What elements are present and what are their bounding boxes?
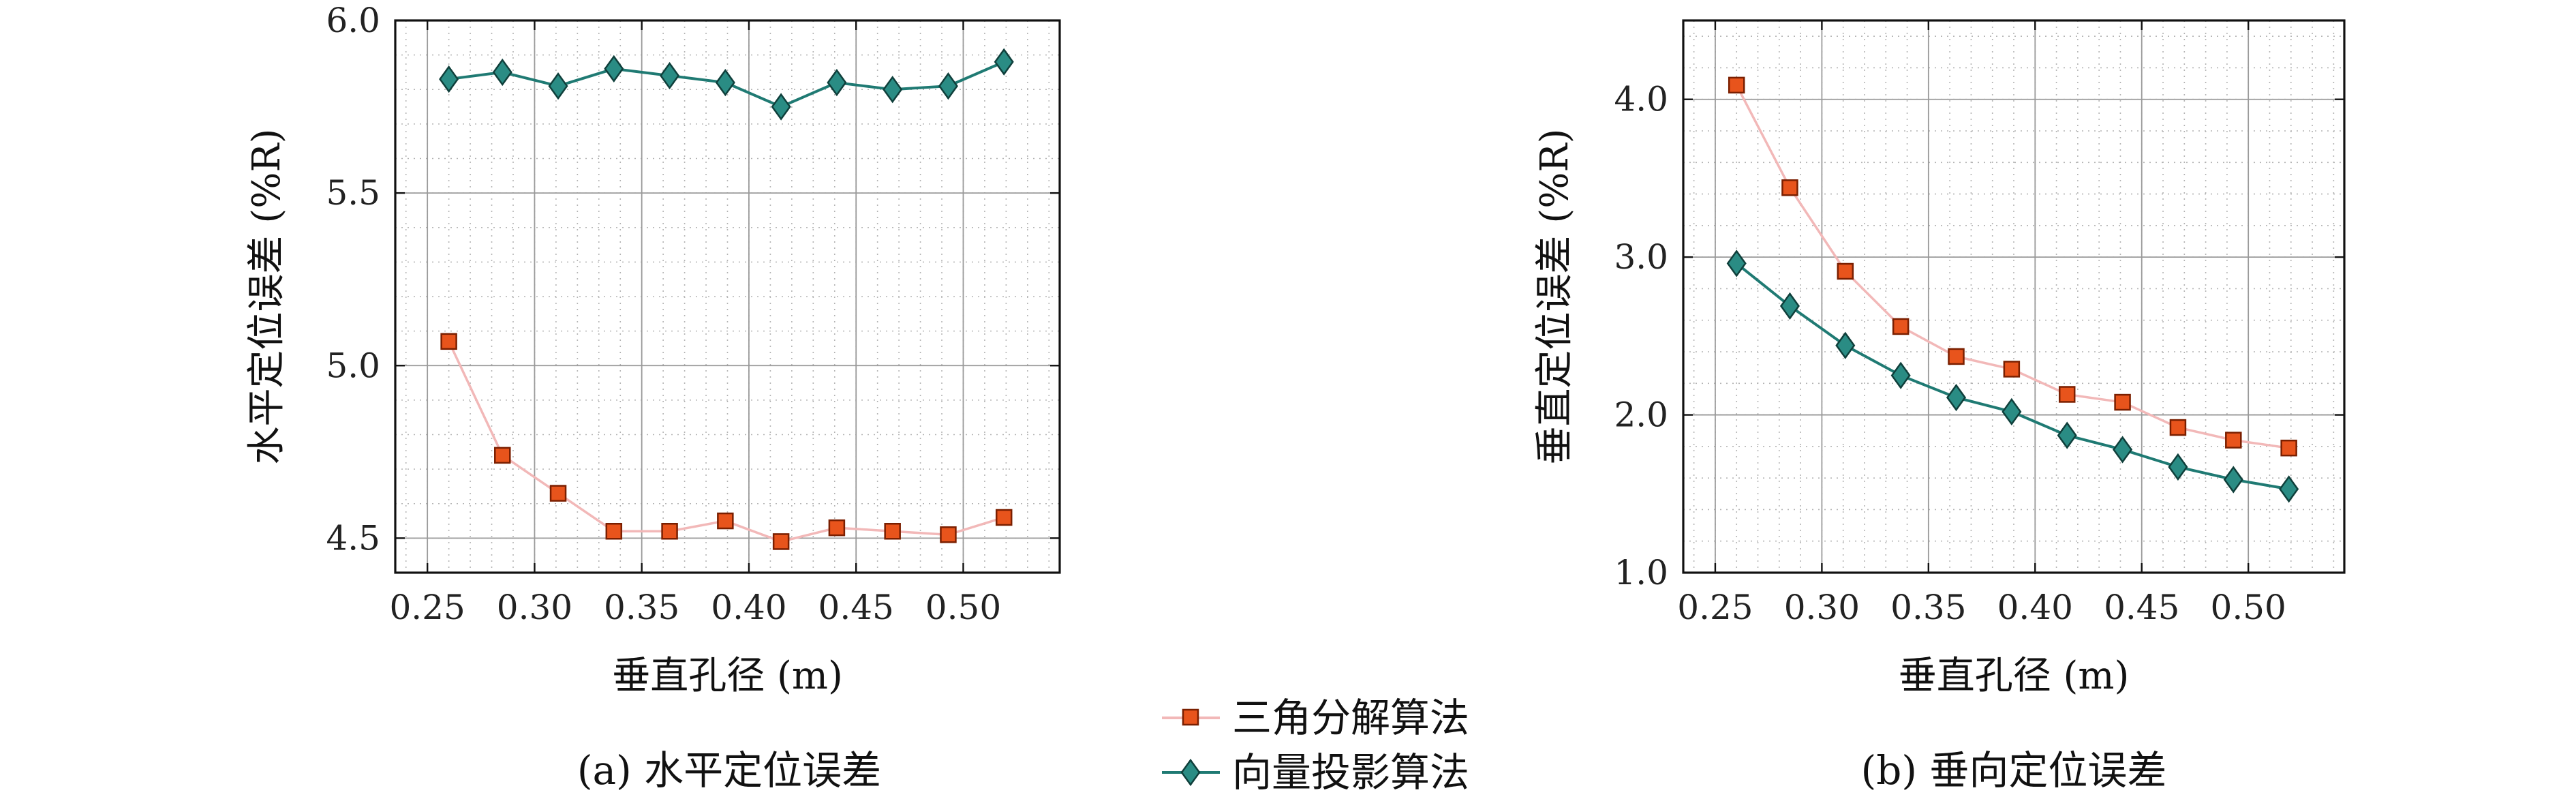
chart-b: 0.25 0.30 0.35 0.40 0.45 0.50 1.0 2.0 3.0 4.0 垂直孔径… bbox=[1533, 19, 2346, 794]
x-tick-label: 0.30 bbox=[497, 588, 572, 627]
data-point-square bbox=[661, 523, 678, 540]
data-point-square bbox=[2003, 361, 2021, 378]
series-vector bbox=[1726, 250, 2299, 503]
data-point-diamond bbox=[2113, 436, 2133, 464]
x-tick-label: 0.25 bbox=[1677, 588, 1753, 627]
data-point-diamond bbox=[1946, 383, 1967, 412]
x-tick-label: 0.45 bbox=[818, 588, 894, 627]
y-tick-label: 3.0 bbox=[1614, 237, 1668, 277]
data-point-diamond bbox=[492, 58, 512, 87]
data-point-square bbox=[940, 526, 957, 543]
data-point-square bbox=[549, 485, 567, 502]
caption-b: (b) 垂向定位误差 bbox=[1861, 747, 2167, 794]
plot-frame bbox=[394, 19, 1061, 574]
data-point-diamond bbox=[715, 68, 735, 97]
y-tick-label: 5.0 bbox=[326, 346, 380, 385]
data-point-square bbox=[995, 509, 1013, 526]
plot-frame bbox=[1682, 19, 2346, 574]
data-point-diamond bbox=[2002, 397, 2022, 426]
caption-a: (a) 水平定位误差 bbox=[577, 747, 881, 794]
x-tick-label: 0.50 bbox=[925, 588, 1001, 627]
y-tick-label: 4.5 bbox=[326, 518, 380, 558]
x-tick-label: 0.35 bbox=[604, 588, 679, 627]
grid-minor bbox=[395, 20, 1060, 573]
data-point-diamond bbox=[2057, 421, 2077, 449]
x-tick-label: 0.40 bbox=[1997, 588, 2073, 627]
x-tick-label: 0.50 bbox=[2211, 588, 2286, 627]
tick-marks bbox=[395, 19, 1060, 573]
data-point-square bbox=[1892, 318, 1910, 335]
data-point-diamond bbox=[1779, 292, 1800, 320]
data-point-square bbox=[2058, 386, 2076, 403]
data-point-diamond bbox=[2279, 475, 2299, 503]
x-axis-title: 垂直孔径 (m) bbox=[612, 654, 843, 698]
data-point-square bbox=[2280, 439, 2297, 457]
legend-label-triangle: 三角分解算法 bbox=[1232, 695, 1469, 741]
data-point-square bbox=[1837, 262, 1854, 280]
y-tick-label: 1.0 bbox=[1614, 553, 1668, 592]
legend-item-vector: 向量投影算法 bbox=[1162, 749, 1469, 796]
y-tick-label: 5.5 bbox=[326, 173, 380, 213]
data-point-diamond bbox=[1835, 331, 1856, 359]
x-tick-label: 0.45 bbox=[2104, 588, 2179, 627]
data-point-diamond bbox=[604, 55, 624, 83]
legend: 三角分解算法 向量投影算法 bbox=[1162, 695, 1469, 796]
data-point-diamond bbox=[660, 61, 680, 90]
data-point-square bbox=[1948, 348, 1965, 365]
data-point-square bbox=[2169, 419, 2187, 436]
data-point-diamond bbox=[827, 68, 847, 97]
data-point-diamond bbox=[771, 93, 791, 121]
data-point-square bbox=[494, 447, 511, 464]
data-point-square bbox=[884, 523, 901, 540]
x-tick-label: 0.25 bbox=[390, 588, 465, 627]
data-point-square bbox=[1728, 76, 1745, 94]
legend-marker-square bbox=[1182, 708, 1199, 726]
series-vector bbox=[439, 48, 1014, 121]
x-axis-title: 垂直孔径 (m) bbox=[1899, 654, 2130, 698]
data-point-diamond bbox=[439, 65, 459, 93]
data-point-diamond bbox=[994, 48, 1014, 76]
data-point-square bbox=[2114, 393, 2131, 411]
legend-item-triangle: 三角分解算法 bbox=[1162, 695, 1469, 741]
data-point-diamond bbox=[2168, 453, 2188, 481]
chart-a: 0.25 0.30 0.35 0.40 0.45 0.50 4.5 5.0 5.5 6.0 垂直孔径… bbox=[245, 1, 1061, 794]
data-point-diamond bbox=[548, 72, 568, 100]
y-tick-label: 2.0 bbox=[1614, 395, 1668, 435]
data-point-square bbox=[1781, 179, 1798, 196]
data-point-square bbox=[2225, 432, 2242, 449]
x-tick-label: 0.35 bbox=[1890, 588, 1966, 627]
grid-minor bbox=[1683, 20, 2344, 573]
legend-marker-diamond bbox=[1180, 758, 1201, 787]
data-point-diamond bbox=[2223, 466, 2243, 494]
data-point-diamond bbox=[938, 72, 958, 100]
data-point-diamond bbox=[1726, 250, 1747, 277]
y-tick-label: 6.0 bbox=[326, 1, 380, 40]
y-axis-title: 垂直定位误差 (%R) bbox=[1533, 129, 1577, 465]
data-point-diamond bbox=[1890, 361, 1911, 389]
tick-marks bbox=[1683, 20, 2344, 574]
data-point-square bbox=[828, 519, 846, 537]
legend-label-vector: 向量投影算法 bbox=[1232, 749, 1469, 796]
data-point-square bbox=[717, 512, 734, 530]
data-point-square bbox=[440, 333, 457, 350]
x-tick-label: 0.40 bbox=[711, 588, 786, 627]
y-tick-label: 4.0 bbox=[1614, 80, 1668, 119]
x-tick-label: 0.30 bbox=[1784, 588, 1860, 627]
series-triangle bbox=[440, 333, 1013, 550]
data-point-diamond bbox=[883, 76, 903, 104]
data-point-square bbox=[772, 533, 790, 550]
data-point-square bbox=[605, 523, 623, 540]
y-axis-title: 水平定位误差 (%R) bbox=[245, 129, 289, 465]
series-triangle bbox=[1728, 76, 2297, 457]
